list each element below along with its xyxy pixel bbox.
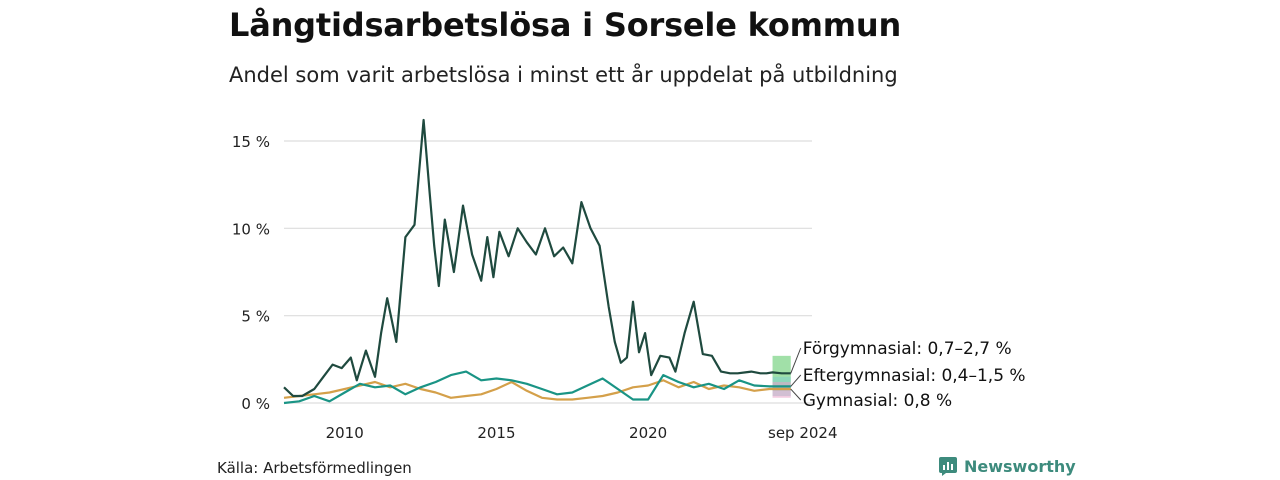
newsworthy-icon	[939, 457, 957, 476]
chart-title: Långtidsarbetslösa i Sorsele kommun	[229, 6, 902, 44]
end-labels: Förgymnasial: 0,7–2,7 % Eftergymnasial: 0…	[790, 339, 1026, 411]
series-end-label: Eftergymnasial: 0,4–1,5 %	[803, 366, 1026, 386]
line-chart: 0 % 5 % 10 % 15 % 2010 2015 2020 sep 2024 Förg…	[232, 118, 1026, 442]
series-line	[283, 118, 791, 398]
x-tick-label: 2020	[629, 424, 667, 442]
y-tick-label: 5 %	[241, 308, 270, 326]
source-note: Källa: Arbetsförmedlingen	[217, 459, 412, 477]
brand-logo: Newsworthy	[938, 456, 1076, 476]
grid	[284, 140, 812, 404]
x-tick-label: sep 2024	[768, 424, 838, 442]
range-bands	[772, 355, 791, 398]
chart-subtitle: Andel som varit arbetslösa i minst ett å…	[229, 63, 898, 87]
y-tick-label: 15 %	[232, 133, 270, 151]
series-line	[283, 370, 791, 405]
series-end-label: Gymnasial: 0,8 %	[803, 391, 952, 411]
y-axis: 0 % 5 % 10 % 15 %	[232, 133, 270, 413]
label-leader	[790, 374, 802, 387]
brand-name: Newsworthy	[964, 456, 1076, 476]
label-leader	[790, 347, 802, 374]
y-tick-label: 0 %	[241, 395, 270, 413]
label-leader	[790, 388, 802, 401]
y-tick-label: 10 %	[232, 220, 270, 238]
series	[283, 118, 791, 405]
x-tick-label: 2015	[477, 424, 515, 442]
series-end-label: Förgymnasial: 0,7–2,7 %	[803, 339, 1012, 359]
x-axis: 2010 2015 2020 sep 2024	[326, 424, 838, 442]
x-tick-label: 2010	[326, 424, 364, 442]
